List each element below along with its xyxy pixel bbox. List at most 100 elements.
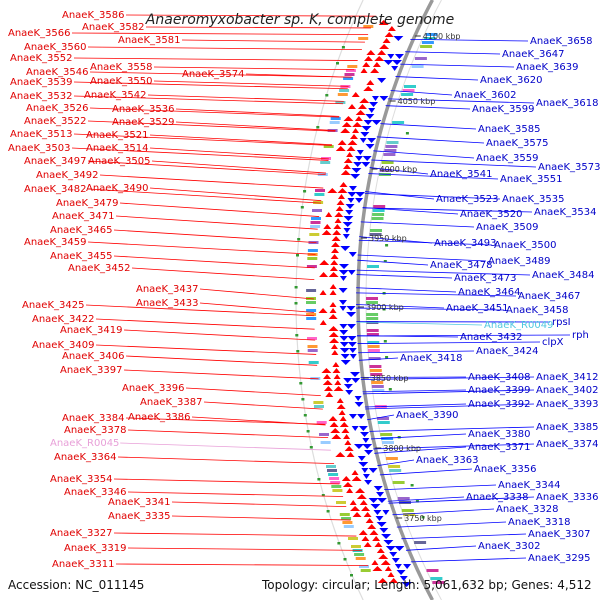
cog-category-block: [423, 37, 436, 40]
cog-category-block: [308, 361, 319, 364]
reverse-gene-arrow: [368, 108, 376, 113]
cog-category-block: [384, 149, 397, 152]
forward-gene-arrow: [372, 62, 381, 67]
reverse-gene-arrow: [347, 270, 356, 275]
cog-category-block: [370, 229, 382, 232]
cog-category-block: [306, 265, 317, 268]
forward-gene-arrow: [374, 542, 383, 547]
forward-gene-arrow: [331, 242, 341, 247]
label-leader-line: [153, 66, 355, 71]
reverse-gene-arrow: [360, 432, 370, 437]
forward-gene-arrow: [355, 488, 366, 493]
label-leader-line: [87, 46, 362, 51]
reverse-gene-arrow: [354, 156, 363, 161]
label-leader-line: [356, 321, 483, 326]
gene-label-left: AnaeK_3581: [118, 35, 180, 46]
gene-label-left: AnaeK_3482: [24, 184, 86, 195]
cog-category-block: [386, 141, 399, 144]
reverse-gene-arrow: [401, 582, 412, 587]
gene-label-right: AnaeK_3424: [476, 346, 538, 357]
cog-category-block: [327, 469, 337, 472]
reverse-gene-arrow: [368, 498, 379, 503]
gene-label-right: AnaeK_3302: [478, 541, 540, 552]
reverse-gene-arrow: [362, 474, 370, 479]
cog-category-block: [379, 169, 392, 172]
cog-category-block: [354, 553, 365, 556]
reverse-gene-arrow: [359, 138, 367, 143]
reverse-gene-arrow: [371, 96, 379, 101]
cog-category-block: [421, 41, 434, 44]
forward-gene-arrow: [387, 26, 396, 31]
cog-category-block: [330, 117, 341, 120]
rna-feature-dot: [410, 484, 414, 487]
forward-gene-arrow: [377, 50, 387, 55]
label-leader-line: [355, 304, 445, 309]
rna-feature-dot: [317, 478, 321, 481]
reverse-gene-arrow: [379, 528, 389, 533]
label-leader-line: [87, 120, 336, 132]
gene-label-right: AnaeK_3385: [536, 422, 598, 433]
forward-gene-arrow: [366, 50, 376, 55]
reverse-gene-arrow: [346, 306, 356, 311]
cog-category-block: [401, 93, 414, 96]
forward-gene-arrow: [328, 332, 339, 337]
gene-label-left: AnaeK_3513: [10, 129, 72, 140]
label-leader-lines: [71, 14, 571, 566]
cog-category-block: [306, 313, 317, 316]
rna-feature-dot: [385, 356, 389, 359]
gene-label-right: AnaeK_3618: [536, 98, 598, 109]
forward-gene-arrow: [387, 572, 395, 577]
rna-feature-dot: [309, 446, 313, 449]
rna-feature-dot: [343, 558, 347, 561]
label-leader-line: [395, 76, 479, 81]
cog-category-block: [314, 193, 325, 196]
cog-category-block: [310, 225, 321, 228]
forward-gene-arrow: [329, 290, 337, 295]
cog-category-block: [347, 65, 358, 68]
forward-gene-arrow: [329, 422, 339, 427]
reverse-gene-arrow: [391, 66, 399, 71]
reverse-gene-arrow: [387, 54, 395, 59]
forward-gene-arrow: [319, 272, 329, 277]
forward-gene-arrow: [336, 398, 344, 403]
reverse-gene-arrow: [355, 198, 364, 203]
kbp-tick-label: 3950 kbp: [369, 234, 407, 243]
forward-gene-arrow: [329, 308, 337, 313]
map-title: Anaeromyxobacter sp. K, complete genome: [145, 12, 454, 28]
gene-label-left: AnaeK_3433: [136, 298, 198, 309]
outer-arc: [295, 0, 364, 600]
forward-gene-arrow: [357, 104, 367, 109]
label-leader-line: [171, 515, 351, 521]
cog-category-block: [366, 329, 379, 332]
rna-feature-dot: [350, 574, 353, 577]
gene-label-left: AnaeK_3335: [108, 511, 170, 522]
gene-label-left: AnaeK_3522: [24, 116, 86, 127]
reverse-gene-arrow: [351, 168, 362, 173]
gene-label-right: AnaeK_R0049: [484, 320, 553, 331]
reverse-gene-arrow: [383, 60, 394, 65]
cog-category-block: [320, 441, 331, 444]
reverse-gene-arrow: [394, 546, 405, 551]
forward-gene-arrow: [319, 290, 327, 295]
reverse-gene-arrow: [340, 246, 351, 251]
rna-feature-dot: [316, 126, 320, 129]
reverse-gene-arrow: [351, 378, 361, 383]
cog-category-block: [368, 357, 381, 360]
cog-category-block: [341, 517, 352, 520]
cog-category-block: [309, 233, 320, 236]
gene-label-right: AnaeK_3390: [396, 410, 458, 421]
gene-label-left: AnaeK_3560: [24, 42, 86, 53]
gene-label-right: AnaeK_3467: [518, 291, 580, 302]
cog-category-block: [326, 465, 336, 468]
reverse-gene-arrow: [361, 468, 369, 473]
gene-label-right: AnaeK_3478: [430, 260, 492, 271]
gene-label-left: AnaeK_3311: [52, 559, 114, 570]
reverse-gene-arrow: [358, 426, 368, 431]
forward-gene-arrow: [363, 512, 372, 517]
gene-label-right: AnaeK_3464: [458, 287, 520, 298]
forward-gene-arrow: [328, 326, 339, 331]
cog-category-block: [366, 317, 379, 320]
label-leader-line: [113, 478, 340, 485]
gene-label-right: AnaeK_3523: [436, 194, 498, 205]
